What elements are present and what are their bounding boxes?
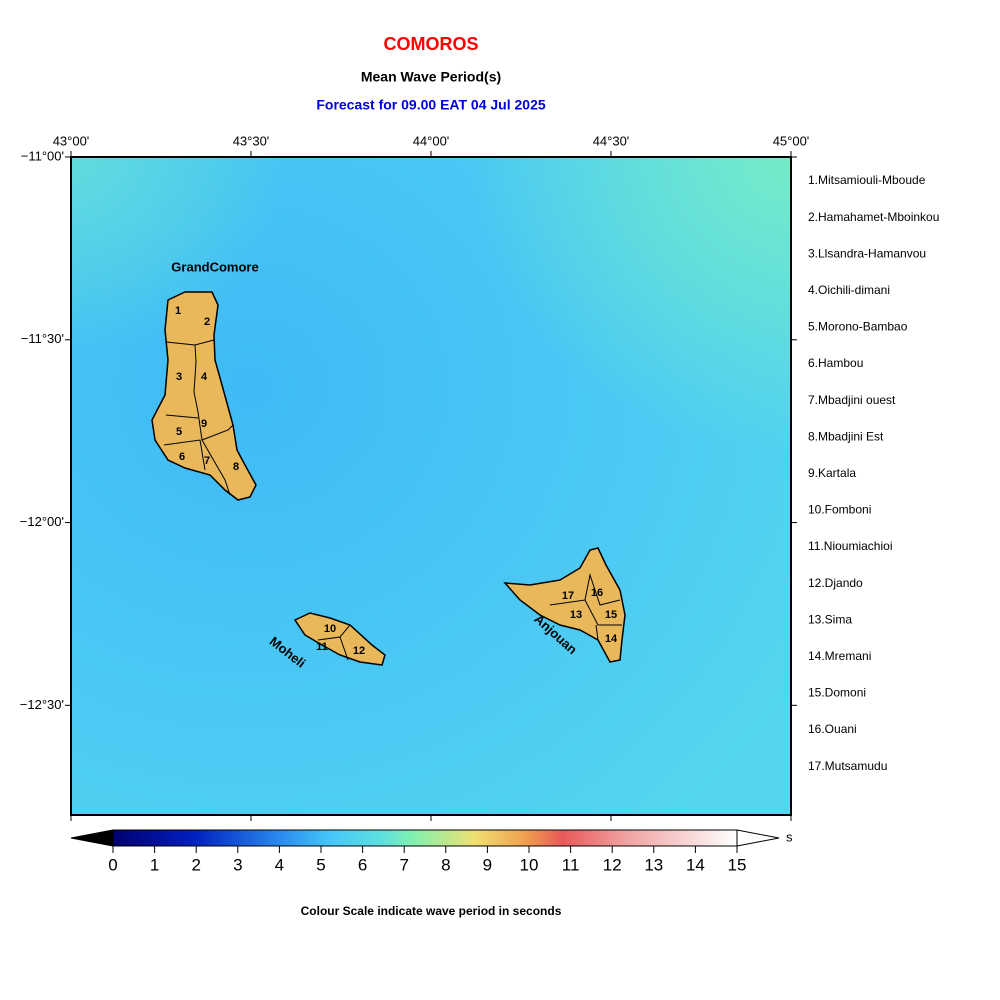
colorbar-tick-label: 0 <box>108 855 117 874</box>
lon-tick-label: 43°30' <box>233 133 270 148</box>
region-number: 7 <box>204 455 210 467</box>
lon-tick-label: 43°00' <box>53 133 90 148</box>
map-area <box>70 156 792 816</box>
caption: Colour Scale indicate wave period in sec… <box>301 904 562 918</box>
island-anjouan <box>503 547 626 663</box>
colorbar-tick-label: 14 <box>686 855 705 874</box>
region-number: 1 <box>175 305 181 317</box>
region-number: 9 <box>201 418 207 430</box>
colorbar-tick-label: 9 <box>483 855 492 874</box>
colorbar-tick-label: 6 <box>358 855 367 874</box>
legend-entry: 8.Mbadjini Est <box>808 429 884 443</box>
legend-entry: 4.Oichili-dimani <box>808 283 890 297</box>
lat-tick-label: −11°00' <box>21 148 64 163</box>
colorbar <box>112 829 738 847</box>
region-number: 4 <box>201 371 208 383</box>
region-number: 14 <box>605 633 618 645</box>
island-moheli <box>293 612 386 666</box>
legend-entry: 11.Nioumiachioi <box>808 539 893 553</box>
region-number: 3 <box>176 371 182 383</box>
title: COMOROS <box>383 34 478 54</box>
colorbar-tick-label: 2 <box>191 855 200 874</box>
subtitle: Mean Wave Period(s) <box>361 69 501 85</box>
colorbar-tick-label: 15 <box>728 855 747 874</box>
legend-entry: 17.Mutsamudu <box>808 759 887 773</box>
region-number: 8 <box>233 461 239 473</box>
lat-tick-label: −11°30' <box>21 331 64 346</box>
colorbar-tick-label: 1 <box>150 855 159 874</box>
legend-entry: 13.Sima <box>808 612 852 626</box>
legend-entry: 7.Mbadjini ouest <box>808 393 896 407</box>
region-number: 6 <box>179 451 185 463</box>
legend-entry: 12.Djando <box>808 576 863 590</box>
region-number: 15 <box>605 609 617 621</box>
colorbar-tick-label: 10 <box>520 855 539 874</box>
legend-entry: 3.Llsandra-Hamanvou <box>808 246 926 260</box>
lon-tick-label: 44°00' <box>413 133 450 148</box>
colorbar-tick-label: 11 <box>562 855 580 874</box>
region-borders <box>317 624 351 661</box>
legend-entry: 10.Fomboni <box>808 503 871 517</box>
region-number: 11 <box>316 641 328 653</box>
colorbar-tick-label: 13 <box>644 855 663 874</box>
region-number: 12 <box>353 645 365 657</box>
lat-tick-label: −12°00' <box>20 514 64 529</box>
colorbar-tick-label: 5 <box>316 855 325 874</box>
region-number: 10 <box>324 623 336 635</box>
legend-entry: 1.Mitsamiouli-Mboude <box>808 173 926 187</box>
colorbar-tick-label: 8 <box>441 855 450 874</box>
region-borders <box>163 339 234 496</box>
colorbar-tick-label: 4 <box>275 855 284 874</box>
colorbar-low <box>70 829 114 847</box>
region-number: 2 <box>204 316 210 328</box>
colorbar-tick-label: 12 <box>603 855 622 874</box>
lon-tick-label: 45°00' <box>773 133 810 148</box>
forecast: Forecast for 09.00 EAT 04 Jul 2025 <box>316 97 546 113</box>
legend-entry: 14.Mremani <box>808 649 871 663</box>
region-borders <box>549 573 622 641</box>
lon-tick-label: 44°30' <box>593 133 630 148</box>
island-label: GrandComore <box>171 259 258 274</box>
lat-tick-label: −12°30' <box>20 697 64 712</box>
island-grandcomore <box>151 291 257 501</box>
region-number: 5 <box>176 426 182 438</box>
region-number: 16 <box>591 587 603 599</box>
region-number: 13 <box>570 609 582 621</box>
legend-entry: 9.Kartala <box>808 466 856 480</box>
legend-entry: 2.Hamahamet-Mboinkou <box>808 210 939 224</box>
colorbar-high <box>736 829 780 847</box>
colorbar-unit: s <box>786 829 793 844</box>
legend-entry: 5.Morono-Bambao <box>808 320 908 334</box>
region-number: 17 <box>562 590 574 602</box>
colorbar-tick-label: 7 <box>399 855 408 874</box>
legend-entry: 15.Domoni <box>808 686 866 700</box>
legend-entry: 6.Hambou <box>808 356 863 370</box>
colorbar-tick-label: 3 <box>233 855 242 874</box>
legend-entry: 16.Ouani <box>808 722 857 736</box>
sea-shade <box>71 157 791 815</box>
